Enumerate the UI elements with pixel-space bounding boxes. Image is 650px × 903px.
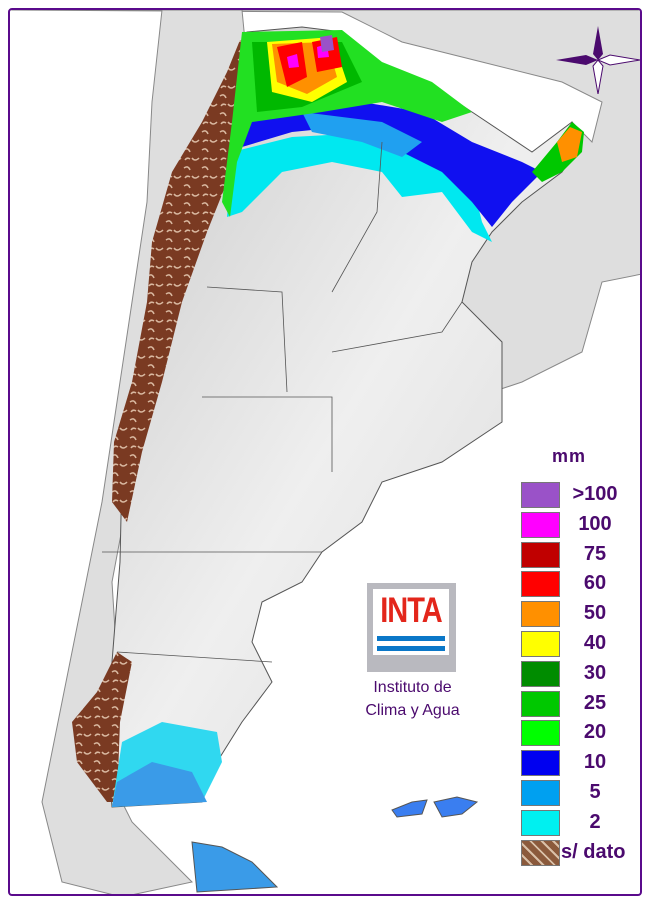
legend-item: s/ dato <box>521 839 641 866</box>
legend-label: 2 <box>589 810 601 833</box>
legend-swatch <box>521 571 560 598</box>
inta-logo-text: INTA <box>380 592 443 631</box>
legend-swatch <box>521 809 560 836</box>
legend-item: 40 <box>521 631 641 657</box>
legend-item: 60 <box>521 571 641 598</box>
rain-5mm <box>302 112 422 157</box>
legend-label: 60 <box>583 572 607 595</box>
institute-name-line2: Clima y Agua <box>365 702 460 719</box>
legend-label: 75 <box>583 542 607 565</box>
legend-unit: mm <box>552 446 587 466</box>
legend-swatch <box>521 631 560 657</box>
legend-swatch <box>521 720 560 747</box>
legend-item: 75 <box>521 541 641 568</box>
legend-item: 10 <box>521 750 641 777</box>
legend-label: >100 <box>572 483 618 505</box>
legend-item: 100 <box>521 511 641 538</box>
legend-label: 40 <box>583 632 607 654</box>
legend-label: 30 <box>583 661 607 684</box>
legend-label: 10 <box>583 751 607 774</box>
rain-gt100mm <box>320 35 334 52</box>
rain-misiones-orange <box>557 127 582 162</box>
legend-label: s/ dato <box>561 840 626 863</box>
legend-item: 20 <box>521 720 641 747</box>
legend-swatch <box>521 780 560 806</box>
no-data-area <box>112 40 260 522</box>
legend-label: 25 <box>583 691 607 714</box>
legend-item: 30 <box>521 660 641 687</box>
rain-south-5mm <box>112 762 207 807</box>
legend-swatch <box>521 839 560 866</box>
institute-name-line1: Instituto de <box>373 679 452 696</box>
map-frame <box>8 8 642 896</box>
legend-item: 5 <box>521 780 641 806</box>
map-canvas <box>10 10 640 894</box>
legend-item: 25 <box>521 690 641 717</box>
legend-item: 50 <box>521 601 641 628</box>
legend-item: 2 <box>521 809 641 836</box>
inta-logo: INTA <box>367 583 456 672</box>
province-borders <box>102 141 463 663</box>
logo-bar <box>377 636 445 641</box>
logo-bar <box>377 646 445 651</box>
legend-label: 50 <box>583 602 607 625</box>
legend-swatch <box>521 750 560 777</box>
tierra-del-fuego <box>191 841 279 893</box>
legend-swatch <box>521 541 560 568</box>
legend-label: 5 <box>589 781 601 803</box>
legend-swatch <box>521 482 560 508</box>
legend-label: 20 <box>583 721 607 744</box>
legend-swatch <box>521 690 560 717</box>
legend-item: >100 <box>521 482 641 508</box>
legend-label: 100 <box>578 512 612 535</box>
legend-swatch <box>521 601 560 628</box>
rain-100mm <box>287 44 329 68</box>
no-data-area-south <box>72 652 132 802</box>
legend-swatch <box>521 511 560 538</box>
legend-swatch <box>521 660 560 687</box>
malvinas-islands <box>391 796 479 818</box>
compass-rose-icon <box>556 26 640 94</box>
